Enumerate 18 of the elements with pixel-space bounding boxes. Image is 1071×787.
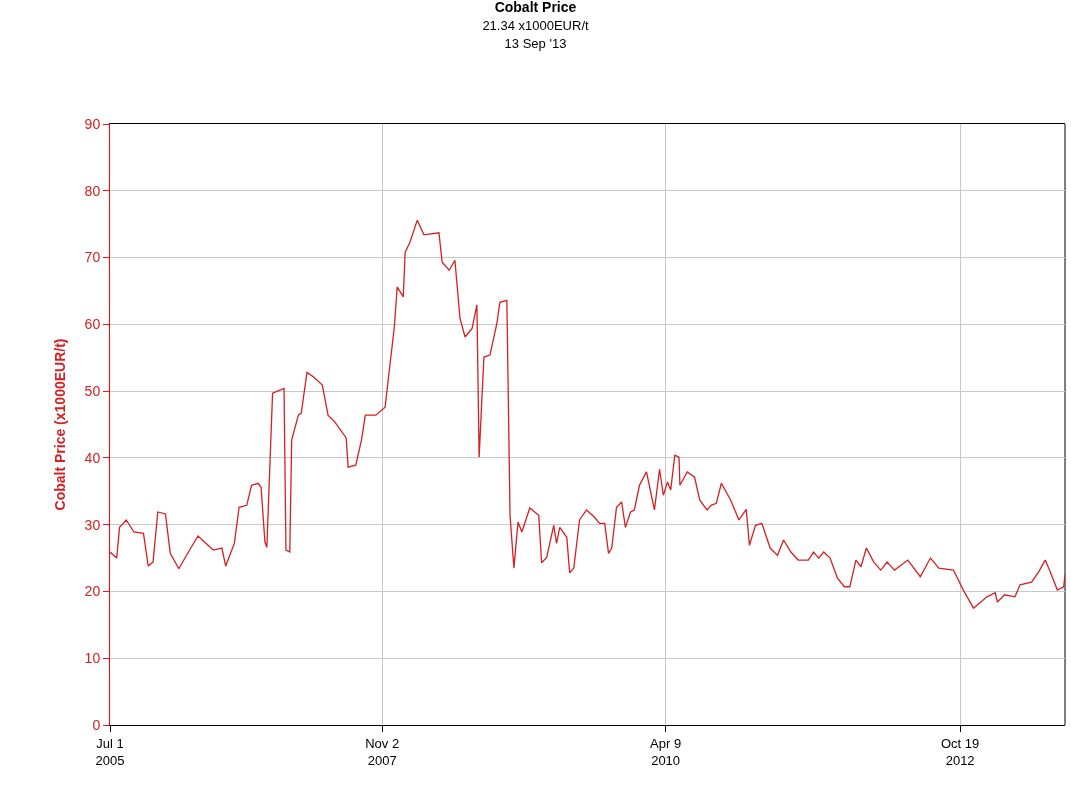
x-tick-label: Oct 19 2012 [940,735,980,768]
chart-subtitle: 21.34 x1000EUR/t 13 Sep '13 [482,18,590,52]
x-tick-label: Jul 1 2005 [95,735,125,768]
y-tick-label: 30 [84,516,101,533]
chart-title: Cobalt Price [494,0,577,15]
y-tick-label: 50 [84,383,101,400]
x-tick-label: Apr 9 2010 [650,735,682,768]
y-tick-label: 80 [84,182,101,199]
y-tick-label: 20 [84,583,101,600]
y-tick-label: 40 [84,449,101,466]
y-tick-label: 70 [84,249,101,266]
y-tick-label: 0 [92,716,101,733]
x-tick-label: Nov 2 2007 [365,735,400,768]
y-tick-label: 60 [84,316,101,333]
y-tick-label: 90 [84,115,101,132]
line-series [110,219,1065,609]
y-axis-title: Cobalt Price (x1000EUR/t) [52,338,69,511]
y-tick-label: 10 [84,650,101,667]
